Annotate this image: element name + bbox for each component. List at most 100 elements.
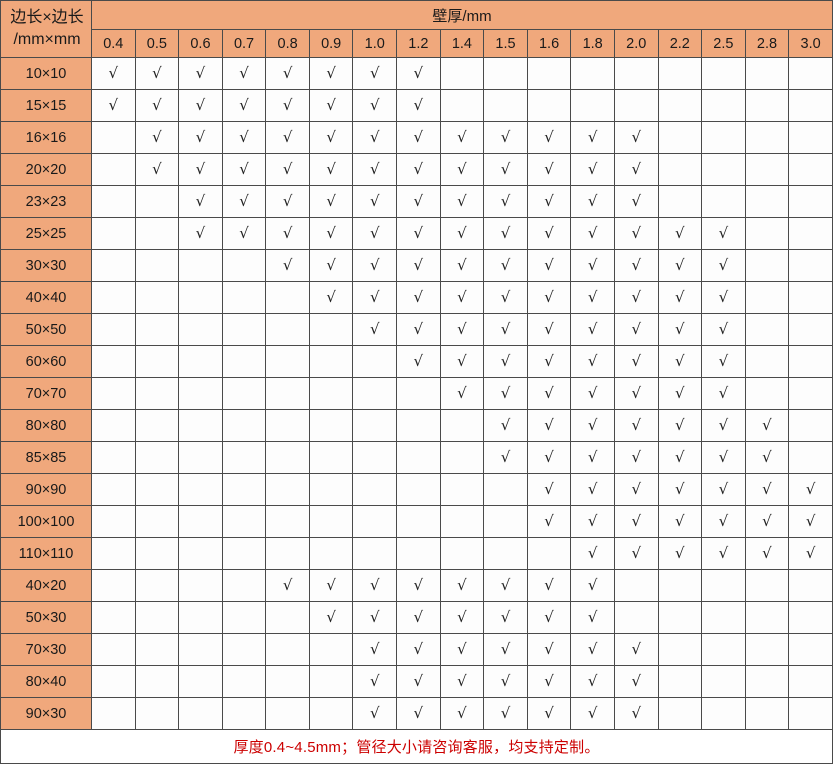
- check-icon: √: [239, 64, 249, 82]
- availability-cell-checked: √: [483, 665, 528, 698]
- availability-cell-empty: [744, 665, 790, 698]
- footer-row: 厚度0.4~4.5mm；管径大小请咨询客服，均支持定制。: [0, 729, 833, 764]
- check-icon: √: [457, 256, 467, 274]
- availability-cell-empty: [134, 633, 180, 666]
- check-icon: √: [544, 704, 554, 722]
- check-icon: √: [587, 320, 598, 338]
- availability-cell-empty: [91, 185, 136, 218]
- size-row-label: 16×16: [0, 121, 92, 154]
- availability-cell-empty: [221, 409, 267, 442]
- thickness-header-row: 0.4 0.5 0.6 0.7 0.8 0.9 1.0 1.2 1.4 1.5 1.6 1.8 2.0 2…: [1, 29, 833, 58]
- availability-cell-checked: √: [439, 665, 485, 698]
- availability-cell-checked: √: [439, 697, 485, 730]
- availability-cell-checked: √: [657, 409, 703, 442]
- check-icon: √: [544, 128, 554, 146]
- availability-cell-checked: √: [221, 57, 267, 90]
- availability-cell-checked: √: [439, 377, 485, 410]
- availability-cell-empty: [178, 473, 223, 506]
- availability-cell-empty: [91, 281, 136, 314]
- availability-cell-checked: √: [352, 569, 398, 602]
- table-row: 50×30 √ √ √ √ √ √ √: [0, 601, 833, 634]
- availability-cell-empty: [178, 441, 223, 474]
- availability-cell-checked: √: [526, 185, 572, 218]
- availability-cell-empty: [701, 89, 746, 122]
- availability-cell-checked: √: [221, 89, 267, 122]
- availability-cell-checked: √: [570, 281, 615, 314]
- availability-cell-checked: √: [178, 185, 223, 218]
- availability-cell-checked: √: [613, 505, 659, 538]
- check-icon: √: [544, 224, 554, 242]
- corner-header-line-2: /mm×mm: [13, 31, 81, 48]
- availability-cell-checked: √: [396, 249, 441, 282]
- availability-cell-checked: √: [613, 121, 659, 154]
- availability-cell-empty: [788, 185, 833, 218]
- check-icon: √: [413, 256, 424, 274]
- check-icon: √: [457, 320, 467, 338]
- availability-cell-checked: √: [570, 409, 615, 442]
- availability-cell-checked: √: [396, 345, 441, 378]
- availability-cell-empty: [744, 249, 790, 282]
- availability-cell-checked: √: [570, 377, 615, 410]
- availability-cell-empty: [701, 57, 746, 90]
- availability-cell-empty: [439, 473, 485, 506]
- availability-cell-empty: [308, 377, 354, 410]
- size-row-label: 110×110: [0, 537, 92, 570]
- availability-cell-checked: √: [265, 153, 310, 186]
- check-icon: √: [500, 672, 511, 690]
- corner-header-line-1: 边长×边长: [10, 9, 84, 27]
- availability-cell-empty: [265, 473, 310, 506]
- availability-cell-checked: √: [483, 697, 528, 730]
- check-icon: √: [587, 352, 598, 370]
- availability-cell-empty: [178, 665, 223, 698]
- availability-cell-empty: [701, 185, 746, 218]
- availability-cell-empty: [744, 601, 790, 634]
- availability-cell-empty: [134, 601, 180, 634]
- check-icon: √: [631, 256, 641, 274]
- availability-cell-checked: √: [265, 217, 310, 250]
- check-icon: √: [544, 416, 554, 434]
- availability-cell-empty: [265, 313, 310, 346]
- check-icon: √: [631, 544, 641, 562]
- check-icon: √: [675, 416, 685, 434]
- availability-cell-empty: [134, 281, 180, 314]
- availability-cell-empty: [570, 89, 615, 122]
- check-icon: √: [631, 640, 641, 658]
- check-icon: √: [326, 608, 336, 626]
- check-icon: √: [326, 96, 336, 114]
- check-icon: √: [239, 192, 249, 210]
- thickness-column-header: 2.0: [613, 29, 659, 58]
- availability-cell-checked: √: [657, 377, 703, 410]
- availability-cell-checked: √: [396, 217, 441, 250]
- availability-cell-checked: √: [788, 473, 833, 506]
- availability-cell-empty: [178, 633, 223, 666]
- check-icon: √: [413, 352, 424, 370]
- check-icon: √: [762, 480, 772, 498]
- availability-cell-checked: √: [657, 281, 703, 314]
- availability-cell-checked: √: [701, 217, 746, 250]
- availability-cell-empty: [788, 697, 833, 730]
- availability-cell-checked: √: [744, 505, 790, 538]
- check-icon: √: [369, 576, 380, 594]
- availability-cell-empty: [178, 345, 223, 378]
- check-icon: √: [718, 544, 729, 562]
- check-icon: √: [587, 576, 598, 594]
- availability-cell-empty: [178, 505, 223, 538]
- availability-cell-empty: [134, 409, 180, 442]
- check-icon: √: [587, 448, 598, 466]
- check-icon: √: [805, 512, 816, 530]
- availability-cell-empty: [788, 377, 833, 410]
- corner-header-cell: 边长×边长 /mm×mm: [0, 0, 92, 58]
- availability-cell-checked: √: [352, 121, 398, 154]
- availability-cell-checked: √: [526, 153, 572, 186]
- availability-cell-checked: √: [352, 633, 398, 666]
- thickness-column-header: 1.2: [396, 29, 441, 58]
- availability-cell-checked: √: [613, 697, 659, 730]
- availability-cell-checked: √: [396, 153, 441, 186]
- check-icon: √: [457, 192, 467, 210]
- check-icon: √: [675, 480, 685, 498]
- availability-cell-empty: [657, 57, 703, 90]
- availability-cell-checked: √: [352, 249, 398, 282]
- availability-cell-checked: √: [396, 121, 441, 154]
- availability-cell-checked: √: [396, 601, 441, 634]
- availability-cell-checked: √: [613, 217, 659, 250]
